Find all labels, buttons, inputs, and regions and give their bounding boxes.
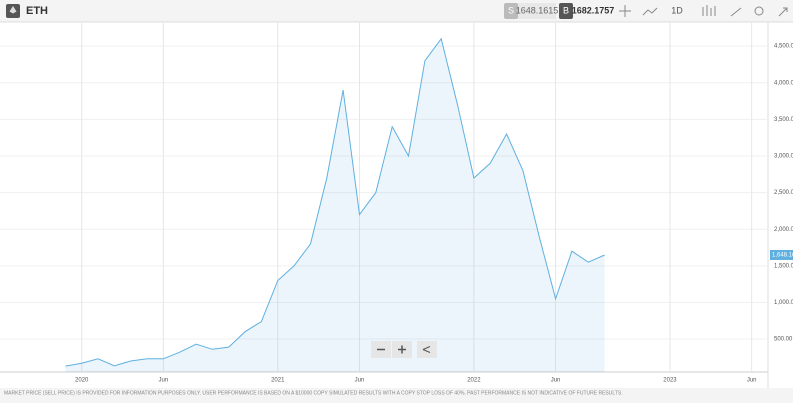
y-tick-label: 2,500.00	[774, 190, 793, 196]
zoom-controls[interactable]	[371, 341, 437, 358]
disclaimer: MARKET PRICE (SELL PRICE) IS PROVIDED FO…	[4, 390, 623, 396]
x-tick-label: Jun	[747, 378, 757, 384]
share-glyph	[422, 346, 431, 353]
sell-price[interactable]: 1648.1615	[516, 5, 559, 15]
sell-badge: S	[508, 5, 514, 15]
x-tick-label: 2022	[467, 378, 481, 384]
toolbar-icons[interactable]	[619, 5, 788, 17]
y-tick-label: 1,000.00	[774, 300, 793, 306]
zoom-glyphs	[377, 345, 406, 354]
y-tick-label: 3,000.00	[774, 154, 793, 160]
footer	[0, 388, 793, 403]
price-line	[65, 37, 605, 367]
buy-badge-box	[559, 3, 573, 19]
x-tick-label: Jun	[551, 378, 561, 384]
share[interactable]	[417, 341, 437, 358]
current-price-label: 1,648.16	[772, 253, 793, 259]
sell-badge-box	[504, 3, 518, 19]
y-tick-label: 4,000.00	[774, 80, 793, 86]
y-tick-label: 2,000.00	[774, 227, 793, 233]
y-tick-label: 500.00	[774, 337, 793, 343]
current-price-tag	[770, 249, 793, 260]
x-tick-label: 2020	[75, 378, 89, 384]
y-tick-label: 3,500.00	[774, 117, 793, 123]
x-tick-label: 2021	[271, 378, 285, 384]
eth-glyph	[9, 6, 17, 14]
symbol: ETH	[26, 5, 48, 17]
sell-box[interactable]	[518, 3, 556, 19]
x-tick-label: Jun	[355, 378, 365, 384]
y-tick-label: 4,500.00	[774, 44, 793, 50]
x-tick-label: Jun	[159, 378, 169, 384]
buy-price[interactable]: 1682.1757	[572, 5, 615, 15]
toolbar	[0, 0, 793, 22]
buy-badge: B	[563, 5, 569, 15]
area	[65, 38, 605, 373]
x-tick-label: 2023	[663, 378, 677, 384]
interval[interactable]: 1D	[671, 5, 683, 15]
y-tick-label: 1,500.00	[774, 263, 793, 269]
